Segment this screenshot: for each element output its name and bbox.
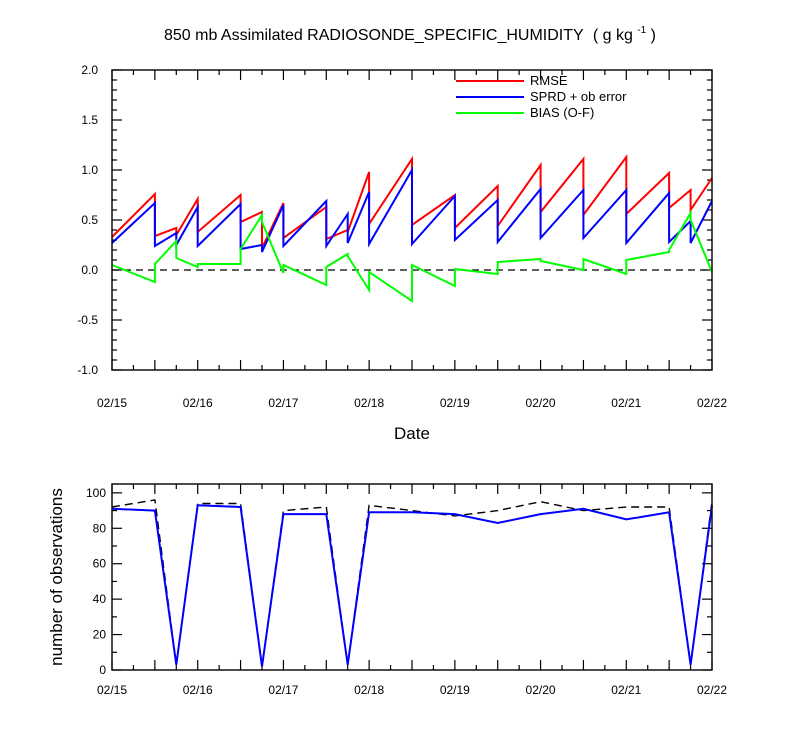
- bottom-x-tick-label: 02/18: [354, 683, 384, 697]
- bottom-chart-axes: 02/15 02/16 02/17 02/18 02/19 02/20 02/21 02/22…: [86, 484, 727, 697]
- bottom-x-tick-label: 02/17: [268, 683, 298, 697]
- legend-sprd-label: SPRD + ob error: [530, 89, 627, 104]
- top-x-tick-label: 02/22: [697, 396, 727, 410]
- top-x-tick-label: 02/15: [97, 396, 127, 410]
- top-chart-axes: 02/15 02/16 02/17 02/18 02/19 02/20 02/21 02/22…: [77, 63, 727, 410]
- bottom-y-tick-label: 20: [93, 628, 107, 642]
- bottom-x-tick-label: 02/15: [97, 683, 127, 697]
- bottom-y-tick-label: 80: [93, 521, 107, 535]
- chart-title-units: ( g kg: [593, 27, 633, 44]
- bottom-series-line-1: [111, 504, 713, 667]
- top-series-bias-o-f: [111, 209, 713, 303]
- chart-title-units-superscript: -1: [637, 25, 646, 36]
- legend-rmse-label: RMSE: [530, 73, 568, 88]
- top-y-tick-label: -0.5: [77, 313, 98, 327]
- top-y-tick-label: 1.5: [81, 113, 98, 127]
- bottom-x-tick-label: 02/20: [526, 683, 556, 697]
- bottom-y-tick-label: 0: [99, 663, 106, 677]
- bottom-series-dashed-line: [111, 499, 713, 667]
- bottom-y-tick-label: 40: [93, 592, 107, 606]
- top-chart-legend: RMSE SPRD + ob error BIAS (O-F): [456, 73, 627, 120]
- bottom-chart-series: [111, 499, 713, 667]
- bottom-chart-panel: 02/15 02/16 02/17 02/18 02/19 02/20 02/21 02/22…: [47, 483, 727, 697]
- top-y-tick-label: 0.0: [81, 263, 98, 277]
- bottom-x-tick-label: 02/16: [183, 683, 213, 697]
- bottom-plot-frame: [111, 483, 713, 671]
- top-x-tick-label: 02/17: [268, 396, 298, 410]
- top-x-tick-label: 02/16: [183, 396, 213, 410]
- top-x-tick-label: 02/21: [611, 396, 641, 410]
- top-y-tick-label: 1.0: [81, 163, 98, 177]
- bottom-x-tick-label: 02/22: [697, 683, 727, 697]
- top-y-tick-label: 2.0: [81, 63, 98, 77]
- top-y-tick-label: -1.0: [77, 363, 98, 377]
- top-plot-frame: [111, 69, 713, 371]
- bottom-y-axis-label: number of observations: [47, 488, 66, 666]
- top-x-tick-label: 02/20: [526, 396, 556, 410]
- top-chart-panel: 02/15 02/16 02/17 02/18 02/19 02/20 02/21 02/22…: [77, 63, 727, 443]
- bottom-x-tick-label: 02/19: [440, 683, 470, 697]
- bottom-y-tick-label: 60: [93, 557, 107, 571]
- top-x-tick-label: 02/19: [440, 396, 470, 410]
- top-chart-series: [111, 153, 713, 303]
- chart-title-units-end: ): [651, 27, 656, 44]
- bottom-y-tick-label: 100: [86, 486, 106, 500]
- top-x-tick-label: 02/18: [354, 396, 384, 410]
- chart-title-main: 850 mb Assimilated RADIOSONDE_SPECIFIC_H…: [164, 27, 584, 44]
- top-series-sprd-ob-error: [111, 166, 713, 253]
- top-y-tick-label: 0.5: [81, 213, 98, 227]
- legend-bias-label: BIAS (O-F): [530, 105, 594, 120]
- bottom-x-tick-label: 02/21: [611, 683, 641, 697]
- top-x-axis-label: Date: [394, 424, 430, 443]
- chart-title: 850 mb Assimilated RADIOSONDE_SPECIFIC_H…: [164, 20, 656, 44]
